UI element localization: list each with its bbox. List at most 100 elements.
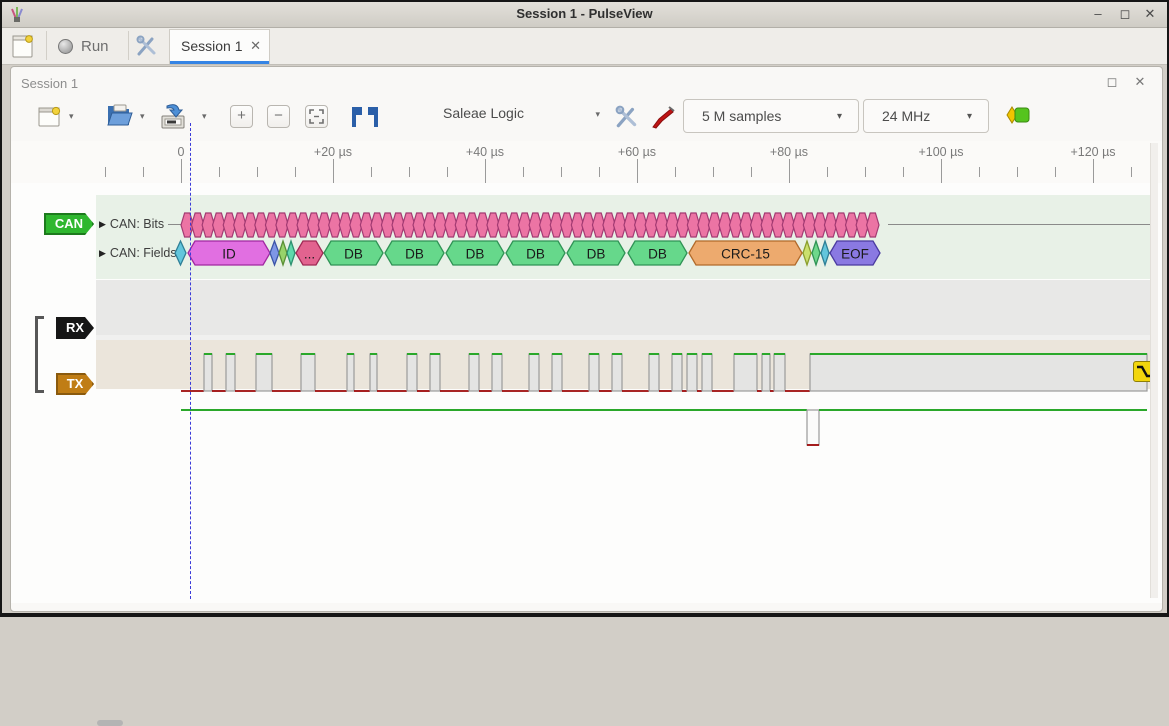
maximize-button[interactable]: ◻ — [1119, 6, 1131, 21]
device-dropdown-arrow: ▾ — [595, 109, 600, 119]
window-title: Session 1 - PulseView — [516, 6, 653, 21]
vertical-scrollbar[interactable] — [1150, 143, 1158, 598]
ruler-major-tick — [941, 159, 942, 183]
settings-tools-icon[interactable] — [135, 34, 159, 58]
minimize-button[interactable]: – — [1094, 6, 1102, 21]
tab-session-1[interactable]: Session 1 ✕ — [169, 29, 270, 64]
can-decoder-tag[interactable]: CAN — [44, 213, 94, 235]
field-label: ... — [304, 247, 315, 262]
ruler-minor-tick — [827, 167, 828, 177]
trace-view[interactable]: CAN ▶ CAN: Bits ▶ CAN: Fields ID... DB DB DB D… — [11, 183, 1162, 726]
tab-close-icon[interactable]: ✕ — [250, 38, 261, 53]
time-zero-cursor[interactable] — [190, 123, 191, 599]
app-icon — [11, 7, 23, 22]
ruler-tick-label: +120 µs — [1070, 145, 1116, 159]
ruler-minor-tick — [371, 167, 372, 177]
tx-channel-tag[interactable]: TX — [56, 373, 94, 395]
rx-pulse — [671, 353, 683, 392]
rx-pulse — [468, 353, 480, 392]
ruler-tick-label: +80 µs — [769, 145, 809, 159]
zoom-in-button[interactable]: + — [230, 105, 253, 128]
ruler-minor-tick — [105, 167, 106, 177]
falling-edge-icon — [1137, 365, 1152, 378]
ruler-tick-label: +20 µs — [313, 145, 353, 159]
toolbar-separator — [46, 31, 47, 60]
rx-pulse — [551, 353, 563, 392]
time-ruler[interactable]: 0 +20 µs +40 µs +60 µs +80 µs +100 µs +120 µs — [11, 141, 1162, 183]
save-dropdown-arrow[interactable]: ▾ — [202, 111, 207, 121]
session-title: Session 1 — [21, 76, 79, 91]
channels-probe-icon[interactable] — [651, 105, 675, 129]
rx-pulse — [611, 353, 623, 392]
ruler-major-tick — [181, 159, 182, 183]
expander-icon[interactable]: ▶ — [99, 248, 106, 258]
ruler-minor-tick — [713, 167, 714, 177]
tab-label: Session 1 — [181, 38, 243, 54]
channel-group-bracket[interactable] — [35, 316, 44, 393]
close-button[interactable]: ✕ — [1144, 6, 1156, 21]
tab-active-underline — [170, 61, 269, 64]
expander-icon[interactable]: ▶ — [99, 219, 106, 229]
open-dropdown-arrow[interactable]: ▾ — [140, 111, 145, 121]
rx-pulse — [225, 353, 236, 392]
ruler-minor-tick — [409, 167, 410, 177]
rx-channel-tag[interactable]: RX — [56, 317, 94, 339]
device-config-icon[interactable] — [614, 104, 640, 130]
rx-pulse — [773, 353, 786, 392]
sample-rate-select[interactable]: 24 MHz ▾ — [863, 99, 989, 133]
rx-pulse — [491, 353, 503, 392]
rx-pulse — [369, 353, 378, 392]
field-annotation — [802, 238, 812, 268]
rx-pulse — [300, 353, 316, 392]
field-annotation — [811, 238, 821, 268]
trigger-flags-icon[interactable] — [350, 106, 380, 128]
field-label: DB — [344, 247, 363, 262]
field-label: DB — [587, 247, 606, 262]
ruler-major-tick — [1093, 159, 1094, 183]
rx-pulse — [809, 353, 1148, 392]
ruler-minor-tick — [143, 167, 144, 177]
ruler-minor-tick — [523, 167, 524, 177]
open-file-icon[interactable] — [105, 103, 133, 129]
zoom-fit-icon — [309, 109, 324, 124]
session-maximize-button[interactable]: ◻ — [1106, 74, 1118, 89]
rx-pulse — [701, 353, 713, 392]
rx-pulse — [346, 353, 355, 392]
sample-rate-value: 24 MHz — [882, 108, 931, 124]
new-view-icon[interactable] — [37, 105, 62, 129]
sample-count-select[interactable]: 5 M samples ▾ — [683, 99, 859, 133]
rx-pulse — [733, 353, 758, 392]
field-annotation-db — [445, 240, 505, 266]
session-close-button[interactable]: ✕ — [1134, 74, 1146, 89]
bit-annotation — [865, 212, 880, 238]
field-annotation- — [295, 240, 324, 266]
ruler-major-tick — [789, 159, 790, 183]
zoom-out-button[interactable]: − — [267, 105, 290, 128]
rx-pulse — [686, 353, 698, 392]
ruler-minor-tick — [1131, 167, 1132, 177]
new-view-dropdown-arrow[interactable]: ▾ — [69, 111, 74, 121]
horizontal-scrollbar-handle[interactable] — [97, 720, 123, 726]
rx-pulse — [203, 353, 213, 392]
field-annotation-eof — [829, 240, 881, 266]
tx-notch — [806, 409, 820, 446]
ruler-tick-label: 0 — [177, 145, 185, 159]
add-decoder-icon[interactable] — [1005, 105, 1033, 125]
field-annotation-db — [566, 240, 626, 266]
ruler-minor-tick — [219, 167, 220, 177]
save-icon[interactable] — [159, 102, 189, 130]
ruler-major-tick — [333, 159, 334, 183]
new-session-icon[interactable] — [11, 33, 35, 59]
session-subwindow: Session 1 ◻ ✕ ▾ ▾ ▾ + — [10, 66, 1163, 726]
run-label: Run — [81, 37, 109, 55]
zoom-fit-button[interactable] — [305, 105, 328, 128]
run-button[interactable]: Run — [58, 32, 120, 60]
ruler-minor-tick — [865, 167, 866, 177]
rx-pulse — [761, 353, 771, 392]
ruler-tick-label: +100 µs — [918, 145, 964, 159]
device-select[interactable]: Saleae Logic ▾ — [431, 97, 606, 131]
run-led-icon — [58, 38, 73, 54]
ruler-minor-tick — [599, 167, 600, 177]
rx-pulse — [648, 353, 660, 392]
